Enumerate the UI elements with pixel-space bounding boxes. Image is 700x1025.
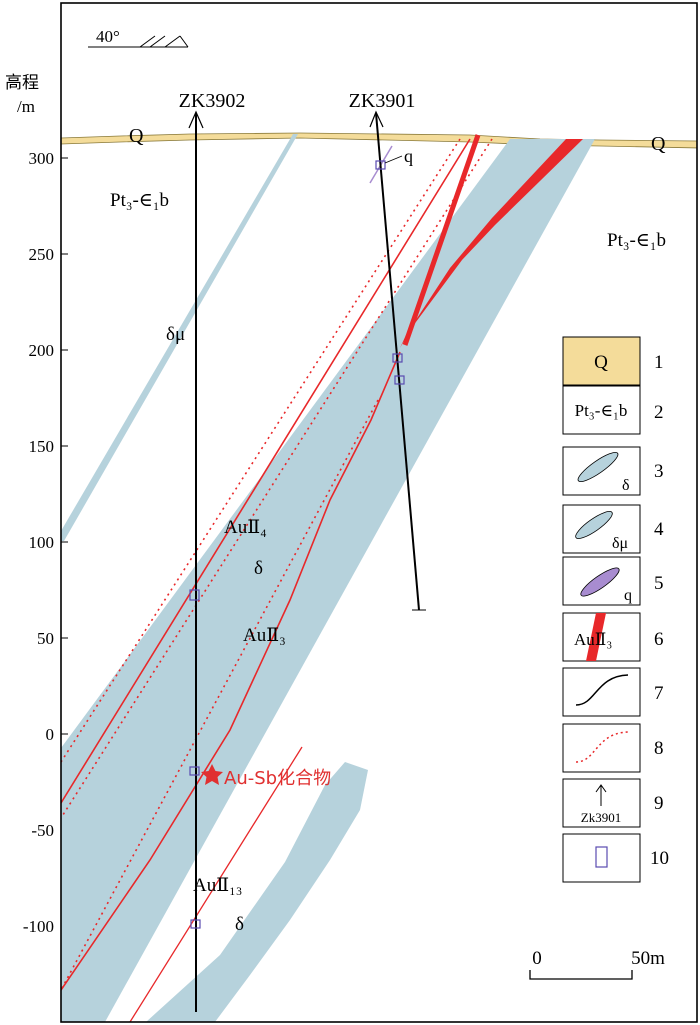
- label-strata-left: Pt₃-∈₁b: [110, 190, 169, 211]
- legend-num-5: 5: [654, 573, 664, 594]
- label-strata-right: Pt₃-∈₁b: [607, 230, 666, 251]
- legend-sample-10: [595, 846, 608, 868]
- legend-ellipse-3: [577, 451, 619, 483]
- sample-marker: [394, 375, 405, 385]
- label-delta-2: δ: [235, 914, 244, 935]
- label-delta-1: δ: [254, 558, 263, 579]
- ore-line-au2-4: [61, 138, 471, 804]
- scale-bar: 0 50m: [529, 948, 665, 980]
- legend-swatch-1: [562, 336, 641, 386]
- y-tick-label: 100: [29, 533, 55, 552]
- legend-label-5: q: [624, 587, 632, 604]
- ore-dotted-3: [61, 399, 379, 991]
- legend-num-7: 7: [654, 683, 664, 704]
- sample-markers: [189, 160, 405, 929]
- legend-num-2: 2: [654, 402, 664, 423]
- label-ore-au2-13: AuⅡ₁₃: [193, 875, 242, 896]
- legend-curve-8: [575, 731, 629, 763]
- y-tick-label: 300: [29, 149, 55, 168]
- legend-num-8: 8: [654, 738, 664, 759]
- sample-marker: [375, 160, 386, 170]
- legend-curve-7: [575, 674, 629, 706]
- legend-num-6: 6: [654, 629, 664, 650]
- label-mineral-point: Au-Sb化合物: [224, 768, 331, 789]
- legend-num-3: 3: [654, 461, 664, 482]
- quaternary-cover: [61, 132, 697, 149]
- legend-swatch-4: [562, 504, 641, 554]
- diorite-lens: [146, 762, 368, 1022]
- legend-swatch-2: [562, 385, 641, 435]
- y-tick-label: 0: [46, 725, 55, 744]
- legend-swatch-8: [562, 723, 641, 773]
- y-tick-label: -100: [23, 917, 54, 936]
- legend-num-4: 4: [654, 519, 664, 540]
- y-tick-label: 150: [29, 437, 55, 456]
- orientation-label: 40°: [96, 27, 120, 46]
- quartz-leader: [384, 155, 403, 164]
- ore-body-thin-top: [402, 134, 481, 346]
- scale-start: 0: [532, 948, 542, 969]
- legend-num-9: 9: [654, 793, 664, 814]
- legend-label-1: Q: [594, 352, 608, 373]
- ore-dotted-2: [61, 138, 493, 819]
- sample-marker: [190, 919, 201, 929]
- legend-num-10: 10: [650, 848, 669, 869]
- borehole-zk3902: ZK3902: [179, 90, 246, 1012]
- y-axis-title: 高程: [5, 73, 39, 93]
- legend-label-4: δμ: [612, 535, 628, 552]
- legend-label-9: Zk3901: [581, 810, 621, 825]
- map-frame: [60, 2, 698, 1023]
- label-ore-au2-3: AuⅡ₃: [243, 625, 286, 646]
- legend-label-2: Pt₃-∈₁b: [575, 401, 628, 420]
- legend-ellipse-4: [575, 511, 613, 539]
- y-axis-ticks: 300 250 200 150 100 50 0 -50 -100: [23, 149, 68, 936]
- y-tick-label: 200: [29, 341, 55, 360]
- borehole-label: ZK3902: [179, 90, 246, 112]
- legend-swatch-7: [562, 667, 641, 717]
- legend-borehole-arrow: [595, 784, 607, 793]
- legend-swatch-10: [562, 833, 641, 883]
- diorite-belt: [61, 139, 595, 1022]
- dyke-dm: [61, 134, 298, 541]
- legend-ellipse-5: [580, 567, 620, 597]
- ore-line-au2-3: [61, 351, 401, 991]
- legend-label-6: AuⅡ₃: [574, 630, 612, 649]
- orientation-mark: 40°: [88, 27, 189, 48]
- borehole-label: ZK3901: [349, 90, 416, 112]
- map-area: 40° ZK3902: [61, 27, 697, 1022]
- y-tick-label: 250: [29, 245, 55, 264]
- legend-ore-6: [586, 613, 606, 661]
- label-quartz: q: [404, 146, 413, 166]
- y-axis-unit: /m: [17, 97, 35, 116]
- label-q-left: Q: [129, 125, 144, 147]
- y-tick-label: -50: [31, 821, 54, 840]
- legend-numbers: 1 2 3 4 5 6 7 8 9 10: [650, 352, 669, 869]
- scale-end: 50m: [631, 948, 665, 969]
- label-q-right: Q: [651, 133, 666, 155]
- sample-marker: [189, 589, 200, 601]
- sample-marker: [392, 353, 403, 363]
- label-dyke-dm: δμ: [166, 324, 185, 345]
- star-icon: [201, 764, 223, 785]
- ore-line-au2-13: [129, 746, 303, 1022]
- label-ore-au2-4: AuⅡ₄: [224, 517, 267, 538]
- legend-num-1: 1: [654, 352, 664, 373]
- y-tick-label: 50: [37, 629, 54, 648]
- legend-label-3: δ: [622, 477, 630, 494]
- sample-marker: [189, 766, 200, 776]
- legend: Q Pt₃-∈₁b δ δμ q AuⅡ₃ Zk3901: [562, 336, 669, 883]
